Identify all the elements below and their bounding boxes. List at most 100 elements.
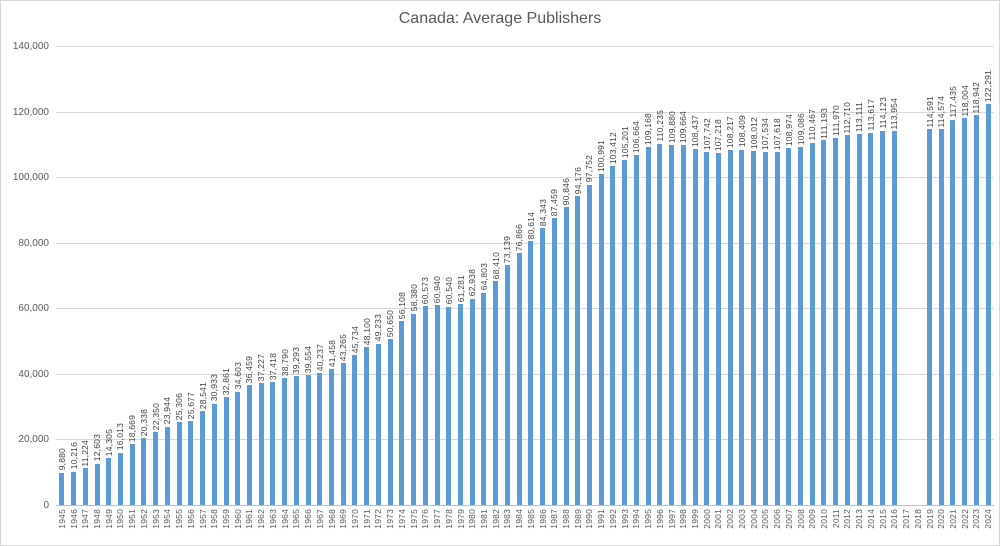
bar-1966 [305, 375, 311, 505]
bar-2001 [715, 153, 721, 505]
bar-2007 [786, 147, 792, 505]
bar-label-1963: 37,418 [267, 353, 278, 381]
bar-label-2002: 108,217 [725, 116, 736, 149]
bar-2004 [751, 150, 757, 505]
x-tick-2022: 2022 [959, 509, 970, 529]
bar-label-2006: 107,618 [772, 118, 783, 151]
bar-label-1953: 22,350 [150, 402, 161, 430]
bar-1970 [352, 355, 358, 505]
y-tick-80000: 80,000 [18, 237, 49, 249]
bar-1992 [610, 165, 616, 505]
x-tick-2014: 2014 [865, 509, 876, 529]
x-tick-1947: 1947 [80, 509, 91, 529]
x-tick-1995: 1995 [643, 509, 654, 529]
x-tick-2001: 2001 [713, 509, 724, 529]
bar-label-1994: 106,664 [631, 121, 642, 154]
bar-1985 [528, 240, 534, 505]
bar-label-1949: 14,305 [103, 428, 114, 457]
bar-1954 [164, 426, 170, 505]
gridline-100000 [56, 177, 994, 179]
bar-label-1985: 80,614 [525, 211, 536, 239]
x-tick-2023: 2023 [971, 509, 982, 529]
x-tick-1999: 1999 [690, 509, 700, 529]
x-tick-2017: 2017 [901, 509, 912, 529]
gridline-140000 [56, 46, 994, 47]
bar-1949 [106, 458, 112, 505]
bar-label-1946: 10,216 [68, 442, 79, 470]
bar-1980 [469, 298, 475, 505]
bar-2008 [798, 147, 804, 505]
y-tick-120000: 120,000 [12, 106, 49, 118]
x-tick-1964: 1964 [279, 509, 290, 529]
bar-2021 [950, 119, 956, 505]
x-tick-2004: 2004 [748, 509, 759, 529]
x-tick-1980: 1980 [467, 509, 478, 529]
bar-2020 [938, 129, 944, 505]
x-tick-1957: 1957 [197, 509, 208, 529]
bar-label-1948: 12,603 [92, 434, 103, 462]
bar-label-1958: 30,933 [209, 374, 220, 402]
x-tick-2011: 2011 [830, 509, 841, 529]
x-tick-1960: 1960 [232, 509, 243, 529]
bar-label-2013: 113,111 [854, 101, 865, 133]
bar-label-1962: 37,227 [256, 353, 267, 381]
bar-label-2000: 107,742 [701, 117, 712, 150]
bar-1951 [129, 443, 135, 505]
bar-label-1981: 64,803 [478, 263, 489, 291]
x-tick-1971: 1971 [361, 509, 372, 529]
bar-label-1966: 39,554 [303, 346, 314, 374]
x-tick-1946: 1946 [68, 509, 79, 529]
x-tick-1967: 1967 [314, 509, 325, 529]
bar-label-2022: 118,004 [959, 84, 970, 117]
x-tick-1959: 1959 [221, 509, 231, 529]
y-tick-40000: 40,000 [18, 368, 49, 380]
bar-2013 [856, 134, 862, 505]
x-axis-line [56, 505, 994, 506]
bar-label-2011: 111,970 [830, 105, 841, 136]
bar-1999 [692, 149, 698, 505]
x-tick-1981: 1981 [478, 509, 489, 529]
x-tick-1972: 1972 [373, 509, 384, 529]
gridline-40000 [56, 373, 994, 375]
bar-2005 [762, 152, 768, 505]
bar-2006 [774, 152, 780, 505]
bar-label-1972: 49,233 [373, 314, 384, 342]
bar-2012 [844, 135, 850, 505]
bar-label-1957: 28,541 [197, 382, 208, 410]
x-tick-1962: 1962 [256, 509, 267, 529]
bar-label-2023: 118,942 [971, 81, 982, 114]
bar-label-1960: 34,603 [232, 362, 243, 390]
bar-1945 [59, 472, 65, 505]
bar-label-1947: 11,224 [80, 439, 91, 467]
bar-label-1998: 109,664 [678, 111, 689, 144]
bar-1969 [340, 363, 346, 505]
x-tick-2016: 2016 [889, 509, 900, 529]
bar-label-2007: 108,974 [783, 113, 794, 146]
x-tick-2006: 2006 [772, 509, 783, 529]
bar-1965 [293, 376, 299, 505]
x-tick-2005: 2005 [760, 509, 771, 529]
bar-label-1955: 25,306 [174, 392, 185, 421]
x-tick-2015: 2015 [877, 509, 888, 529]
bar-1997 [669, 144, 675, 505]
x-tick-1982: 1982 [490, 509, 501, 529]
bar-1981 [481, 292, 487, 505]
x-tick-1993: 1993 [619, 509, 630, 529]
bar-1959 [223, 397, 229, 505]
x-tick-1956: 1956 [185, 509, 196, 529]
x-tick-2003: 2003 [736, 509, 747, 529]
bar-1957 [200, 411, 206, 505]
x-tick-2008: 2008 [795, 509, 806, 529]
bar-label-1986: 84,343 [537, 199, 548, 227]
x-tick-1977: 1977 [432, 509, 443, 529]
bar-label-2008: 109,086 [795, 113, 806, 146]
bar-label-2020: 114,574 [936, 95, 947, 128]
bar-1968 [329, 369, 335, 505]
bar-1977 [434, 305, 440, 505]
bar-2010 [821, 140, 827, 505]
x-tick-1984: 1984 [514, 509, 525, 529]
bar-1976 [422, 306, 428, 505]
bar-2024 [985, 104, 991, 505]
bar-1946 [71, 471, 77, 505]
